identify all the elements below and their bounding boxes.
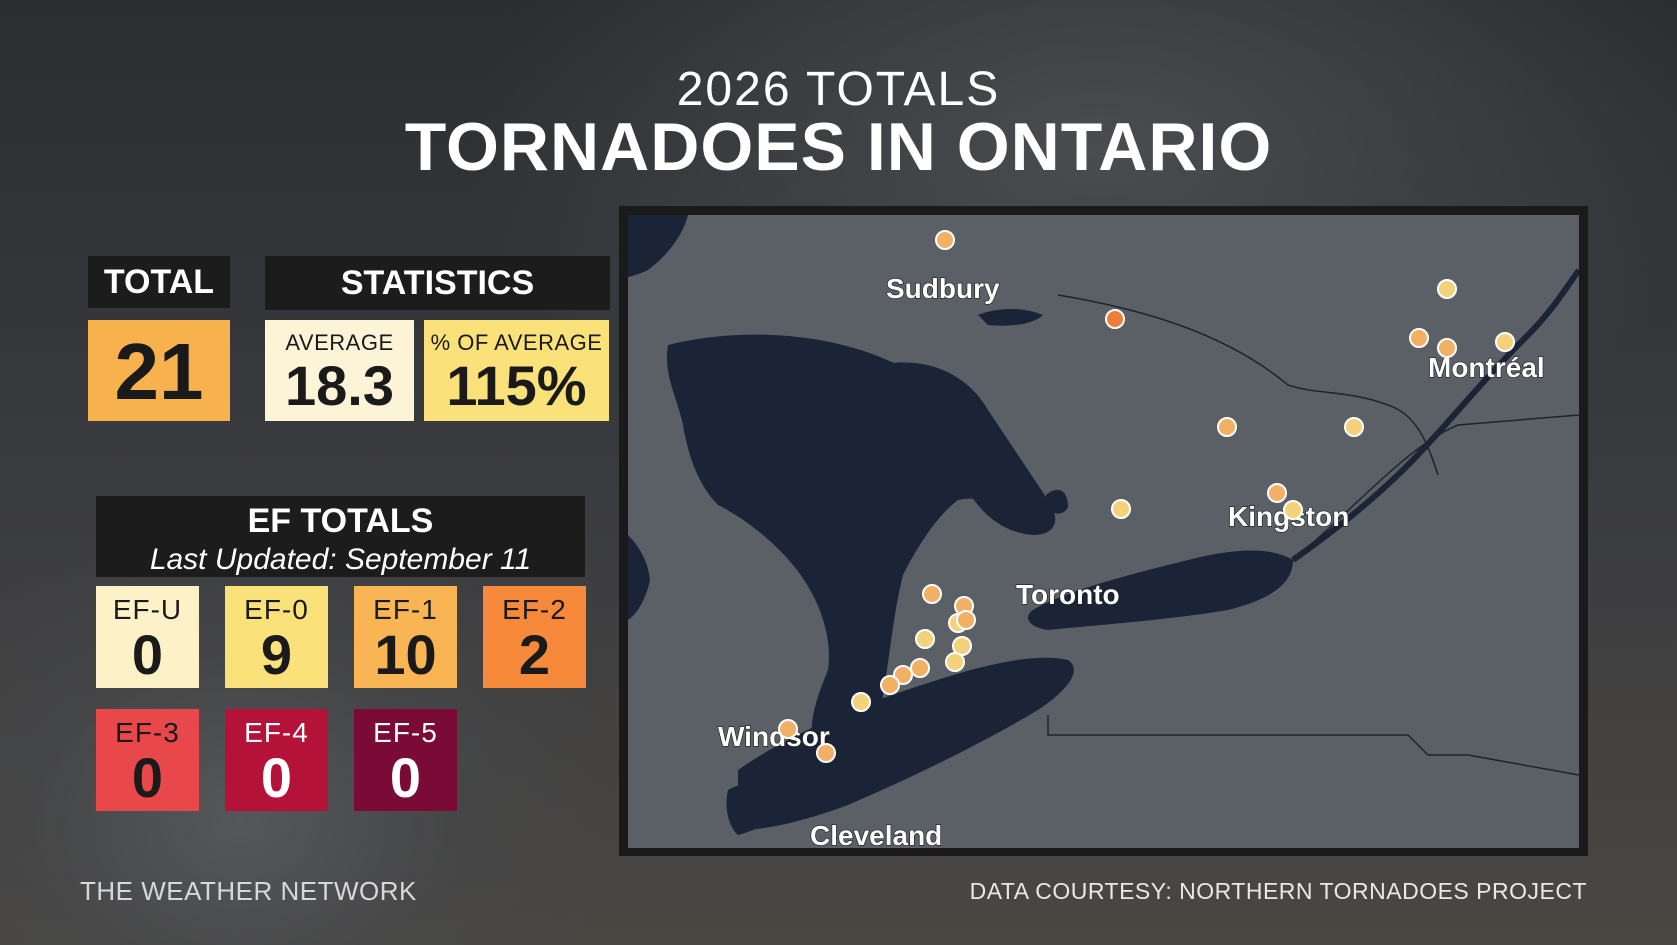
tornado-marker-ef0[interactable] <box>1283 500 1303 520</box>
tornado-marker-ef1[interactable] <box>816 743 836 763</box>
us-border <box>1292 414 1579 561</box>
city-label: Toronto <box>1016 579 1120 610</box>
ef-0-box: EF-0 9 <box>225 586 328 688</box>
tornado-marker-ef0[interactable] <box>915 629 935 649</box>
total-value: 21 <box>88 320 230 421</box>
tornado-marker-ef0[interactable] <box>945 652 965 672</box>
lake-simcoe <box>1046 489 1068 514</box>
subtitle: 2026 TOTALS <box>676 63 1001 116</box>
tornado-marker-ef0[interactable] <box>1111 499 1131 519</box>
average-label: AVERAGE <box>285 330 394 355</box>
last-updated: Last Updated: September 11 <box>149 543 532 576</box>
ef-5-box: EF-5 0 <box>354 709 457 811</box>
map-svg: Sudbury Montréal Kingston Toronto Windso… <box>628 215 1579 848</box>
tornado-markers <box>778 230 1515 763</box>
ef-u-box: EF-U 0 <box>96 586 199 688</box>
lake-nipissing <box>978 309 1043 326</box>
tornado-marker-ef1[interactable] <box>1409 328 1429 348</box>
page-title: TORNADOES IN ONTARIO <box>404 109 1273 185</box>
tornado-marker-ef0[interactable] <box>1344 417 1364 437</box>
percent-of-average-stat: % OF AVERAGE 115% <box>424 320 609 421</box>
lake-erie-west <box>726 777 803 835</box>
ef-value: 0 <box>131 623 164 686</box>
ef-totals-header: EF TOTALS Last Updated: September 11 <box>96 496 585 577</box>
ef-totals-title: EF TOTALS <box>247 502 434 540</box>
ef-label: EF-5 <box>373 717 438 748</box>
tornado-map: Sudbury Montréal Kingston Toronto Windso… <box>628 215 1579 848</box>
tornado-marker-ef1[interactable] <box>1217 417 1237 437</box>
tornado-marker-ef1[interactable] <box>956 610 976 630</box>
ef-4-box: EF-4 0 <box>225 709 328 811</box>
ef-value: 9 <box>260 623 293 686</box>
total-header: TOTAL <box>88 256 230 308</box>
ontario-quebec-border <box>1057 294 1439 476</box>
ef-3-box: EF-3 0 <box>96 709 199 811</box>
percent-of-average-value: 115% <box>446 354 587 417</box>
brand-logo-text: THE WEATHER NETWORK <box>80 876 417 906</box>
ef-label: EF-4 <box>244 717 309 748</box>
border-south <box>1047 715 1579 776</box>
lake-superior <box>628 215 688 277</box>
tornado-marker-ef1[interactable] <box>893 665 913 685</box>
percent-of-average-label: % OF AVERAGE <box>430 330 603 355</box>
tornado-marker-ef1[interactable] <box>778 719 798 739</box>
ef-value: 2 <box>518 623 551 686</box>
lake-ontario <box>1028 550 1293 630</box>
tornado-marker-ef0[interactable] <box>1495 332 1515 352</box>
city-label: Sudbury <box>886 273 1000 304</box>
statistics-header: STATISTICS <box>265 256 610 310</box>
ef-label: EF-U <box>112 594 183 625</box>
ef-value: 0 <box>131 746 164 809</box>
ef-value: 0 <box>260 746 293 809</box>
ef-label: EF-0 <box>244 594 309 625</box>
lake-erie <box>738 657 1074 830</box>
tornado-marker-ef0[interactable] <box>851 692 871 712</box>
tornado-marker-ef1[interactable] <box>880 675 900 695</box>
city-label: Cleveland <box>810 820 942 848</box>
georgian-bay <box>877 362 1056 535</box>
ef-value: 10 <box>374 623 437 686</box>
tornado-marker-ef1[interactable] <box>1437 338 1457 358</box>
average-value: 18.3 <box>285 354 394 417</box>
st-lawrence-river <box>1291 268 1579 563</box>
city-label: Windsor <box>718 721 830 752</box>
tornado-marker-ef1[interactable] <box>935 230 955 250</box>
tornado-marker-ef1[interactable] <box>922 584 942 604</box>
average-stat: AVERAGE 18.3 <box>265 320 414 421</box>
tornado-marker-ef1[interactable] <box>910 658 930 678</box>
ef-value: 0 <box>389 746 422 809</box>
tornado-marker-ef1[interactable] <box>1267 483 1287 503</box>
tornado-marker-ef0[interactable] <box>1437 279 1457 299</box>
data-credit: DATA COURTESY: NORTHERN TORNADOES PROJEC… <box>969 878 1587 904</box>
tornado-marker-ef2[interactable] <box>1105 309 1125 329</box>
ef-label: EF-3 <box>115 717 180 748</box>
ef-2-box: EF-2 2 <box>483 586 586 688</box>
ef-1-box: EF-1 10 <box>354 586 457 688</box>
lake-michigan <box>628 535 650 620</box>
ef-label: EF-2 <box>502 594 567 625</box>
ef-label: EF-1 <box>373 594 438 625</box>
